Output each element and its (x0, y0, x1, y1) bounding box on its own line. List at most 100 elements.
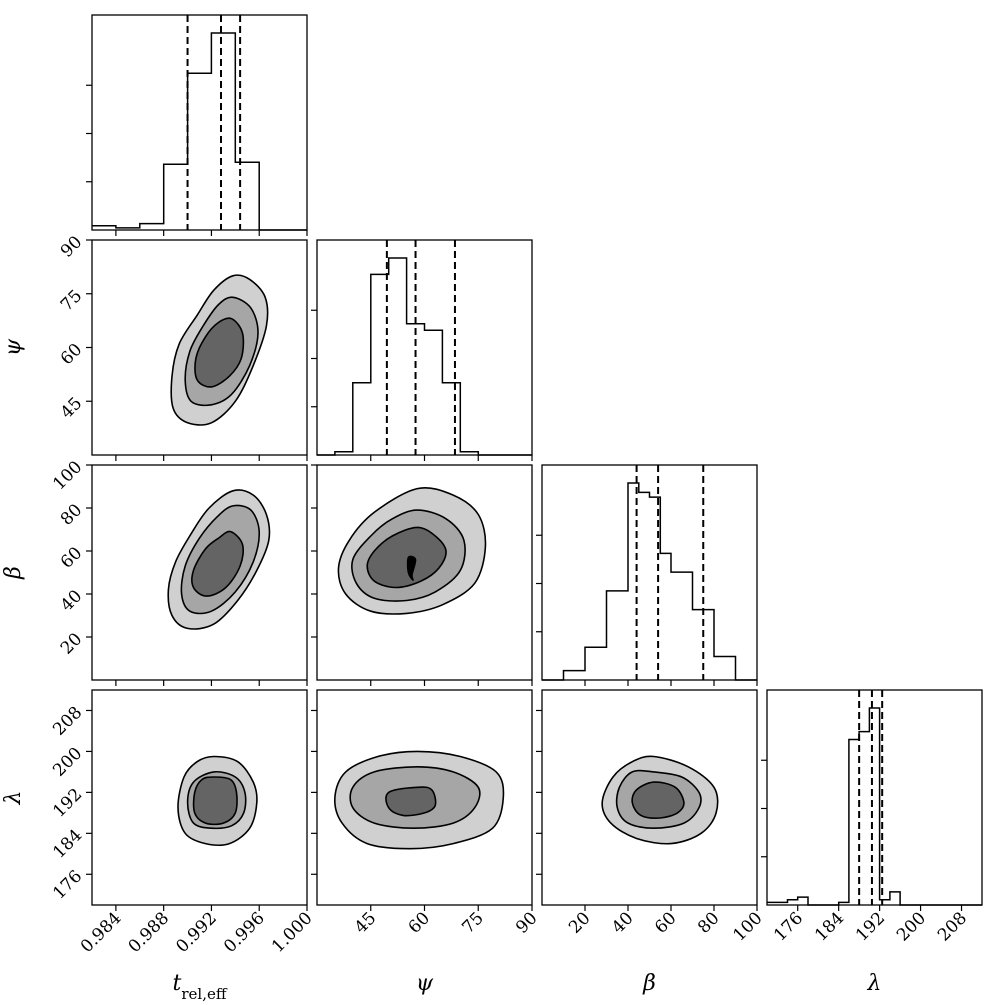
contour-level-3 (385, 786, 437, 817)
contour-level-4 (406, 555, 417, 581)
histogram-bin (353, 383, 371, 455)
y-tick-label-psi: 75 (57, 286, 86, 315)
y-tick-label-lambda: 192 (49, 785, 86, 822)
histogram-bin (564, 671, 586, 680)
x-tick-label-lambda: 192 (852, 908, 889, 945)
panel-frame (91, 464, 308, 681)
panel-frame (91, 14, 308, 231)
contour-beta-vs-lambda (601, 755, 719, 845)
histogram-bin (389, 258, 407, 455)
histogram-bin (607, 591, 629, 680)
panel-trel-hist (86, 14, 308, 236)
histogram-bin (442, 383, 460, 455)
histogram-bin (235, 162, 259, 230)
histogram-step-line (92, 32, 307, 231)
panel-frame (541, 689, 758, 906)
y-tick-label-lambda: 176 (49, 867, 86, 904)
x-tick-label-trel: 0.996 (220, 908, 269, 957)
histogram-bin (787, 900, 797, 905)
contour-psi-vs-beta (337, 487, 487, 615)
histogram-bin (188, 73, 212, 230)
y-tick-label-beta: 80 (57, 500, 86, 529)
histogram-bin (585, 647, 607, 680)
contour-trel-vs-psi (170, 274, 269, 426)
histogram-lambda (767, 690, 982, 906)
y-tick-label-lambda: 184 (49, 826, 86, 863)
histogram-step-line (317, 257, 532, 456)
x-tick-label-lambda: 176 (770, 908, 807, 945)
histogram-bin (211, 33, 235, 230)
contour-level-3 (191, 530, 244, 597)
contour-level-3 (366, 526, 447, 589)
histogram-bin (140, 224, 164, 230)
histogram-step-line (767, 707, 982, 906)
panel-beta-vs-lambda (536, 689, 758, 911)
y-axis-label-beta: β (1, 566, 26, 580)
panel-trel-vs-psi (86, 239, 308, 461)
x-tick-label-psi: 45 (351, 908, 380, 937)
panel-frame (91, 689, 308, 906)
contour-trel-vs-beta (167, 489, 271, 630)
histogram-trel (92, 15, 307, 231)
y-tick-label-beta: 40 (57, 586, 86, 615)
y-tick-label-lambda: 200 (49, 744, 86, 781)
histogram-bin (639, 492, 650, 680)
x-tick-label-beta: 60 (651, 908, 680, 937)
panel-trel-vs-lambda (86, 689, 308, 911)
contour-level-3 (631, 781, 685, 819)
x-tick-label-lambda: 184 (811, 908, 848, 945)
x-axis-label-subscript: rel,eff (181, 985, 227, 1003)
x-tick-label-lambda: 200 (893, 908, 930, 945)
x-tick-label-beta: 20 (565, 908, 594, 937)
x-tick-label-trel: 0.988 (125, 908, 174, 957)
histogram-bin (890, 892, 900, 905)
histogram-bin (798, 897, 808, 905)
contour-psi-vs-lambda (334, 750, 505, 850)
histogram-bin (880, 900, 890, 905)
histogram-step-line (542, 482, 757, 681)
histogram-bin (660, 553, 671, 680)
y-axis-label-psi: ψ (1, 338, 26, 356)
histogram-bin (671, 572, 693, 680)
histogram-bin (869, 708, 879, 905)
histogram-bin (703, 610, 714, 680)
panel-trel-vs-beta (86, 464, 308, 686)
y-tick-label-lambda: 208 (49, 703, 86, 740)
x-tick-label-beta: 100 (729, 908, 766, 945)
panel-lambda-hist (761, 689, 983, 911)
panel-psi-vs-lambda (311, 689, 533, 911)
histogram-bin (425, 330, 443, 455)
histogram-bin (714, 657, 736, 680)
histogram-bin (859, 732, 869, 905)
x-axis-label-beta: β (642, 971, 656, 996)
x-tick-label-trel: 0.984 (77, 908, 126, 957)
panel-frame (766, 689, 983, 906)
panel-psi-vs-beta (311, 464, 533, 686)
panel-beta-hist (536, 464, 758, 686)
x-tick-label-trel: 0.992 (172, 908, 221, 957)
histogram-bin (849, 740, 859, 905)
histogram-beta (542, 465, 757, 681)
histogram-bin (164, 164, 188, 230)
y-tick-label-psi: 45 (57, 393, 86, 422)
x-tick-label-trel: 1.000 (268, 908, 317, 957)
panel-frame (316, 239, 533, 456)
histogram-psi (317, 240, 532, 456)
histogram-bin (693, 610, 704, 680)
y-tick-label-beta: 60 (57, 543, 86, 572)
contour-level-3 (192, 776, 238, 826)
y-axis-label-lambda: λ (1, 791, 26, 806)
x-tick-label-beta: 40 (608, 908, 637, 937)
x-tick-label-psi: 75 (458, 908, 487, 937)
x-tick-label-beta: 80 (694, 908, 723, 937)
x-axis-label-psi: ψ (416, 971, 434, 996)
x-axis-label-lambda: λ (867, 971, 882, 996)
x-tick-label-psi: 90 (512, 908, 541, 937)
contour-level-3 (194, 317, 245, 388)
contour-trel-vs-lambda (177, 755, 258, 846)
y-tick-label-psi: 90 (57, 232, 86, 261)
panel-frame (541, 464, 758, 681)
y-tick-label-psi: 60 (57, 340, 86, 369)
x-tick-label-psi: 60 (405, 908, 434, 937)
